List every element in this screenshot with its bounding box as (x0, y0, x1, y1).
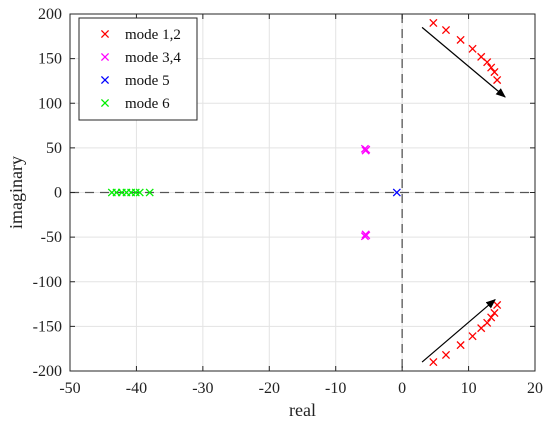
x-axis-title: real (289, 400, 316, 420)
trend-arrow (421, 298, 496, 363)
data-point-series-1 (487, 313, 496, 322)
data-point-series-1 (483, 318, 492, 327)
legend-box (78, 17, 198, 121)
legend-marker-3 (100, 75, 110, 85)
y-tick-label: 150 (38, 51, 62, 68)
x-tick-label: 20 (527, 380, 543, 397)
data-point-series-4 (145, 188, 154, 197)
data-point-series-1 (483, 58, 492, 67)
legend-label-1: mode 1,2 (125, 27, 181, 43)
data-point-series-3 (392, 188, 401, 197)
legend-marker-2 (100, 52, 110, 62)
x-tick-label: -50 (59, 380, 80, 397)
legend-label-2: mode 3,4 (125, 50, 181, 66)
x-tick-label: -40 (126, 380, 147, 397)
legend: mode 1,2 mode 3,4 mode 5 mode 6 (78, 17, 198, 121)
data-point-series-1 (493, 75, 502, 85)
y-tick-label: 100 (38, 95, 62, 112)
axis-ticks: -50 -40 -30 -20 -10 0 10 20-200-150-100-5005010… (33, 6, 543, 397)
y-tick-label: 0 (54, 185, 62, 202)
y-tick-label: -150 (33, 318, 62, 335)
data-point-series-2 (361, 146, 370, 155)
x-tick-label: -10 (325, 380, 346, 397)
y-tick-label: -50 (41, 229, 62, 246)
data-points (107, 18, 502, 367)
legend-marker-1 (100, 29, 110, 39)
data-point-series-1 (487, 63, 496, 72)
trend-arrow (421, 26, 506, 98)
x-tick-label: -20 (259, 380, 280, 397)
y-tick-label: -100 (33, 274, 62, 291)
data-point-series-1 (468, 332, 477, 341)
data-point-series-2 (361, 230, 370, 239)
data-point-series-1 (429, 358, 438, 367)
data-point-series-1 (456, 35, 465, 44)
data-point-series-4 (135, 188, 144, 197)
x-tick-label: -30 (192, 380, 213, 397)
legend-label-4: mode 6 (125, 96, 170, 112)
data-point-series-1 (429, 18, 438, 27)
data-point-series-1 (456, 341, 465, 350)
y-tick-label: 50 (46, 140, 62, 157)
x-tick-label: 10 (461, 380, 477, 397)
y-tick-label: 200 (38, 6, 62, 23)
y-tick-label: -200 (33, 363, 62, 380)
trend-arrows (421, 26, 506, 363)
x-tick-label: 0 (398, 380, 406, 397)
data-point-series-1 (468, 44, 477, 53)
y-axis-title: imaginary (6, 156, 26, 229)
data-point-series-1 (493, 300, 502, 310)
data-point-series-1 (441, 26, 451, 35)
legend-marker-4 (100, 98, 110, 108)
data-point-series-1 (490, 67, 499, 77)
legend-label-3: mode 5 (125, 73, 170, 89)
data-point-series-1 (441, 350, 451, 359)
data-point-series-1 (490, 308, 499, 318)
reference-lines (70, 14, 535, 371)
